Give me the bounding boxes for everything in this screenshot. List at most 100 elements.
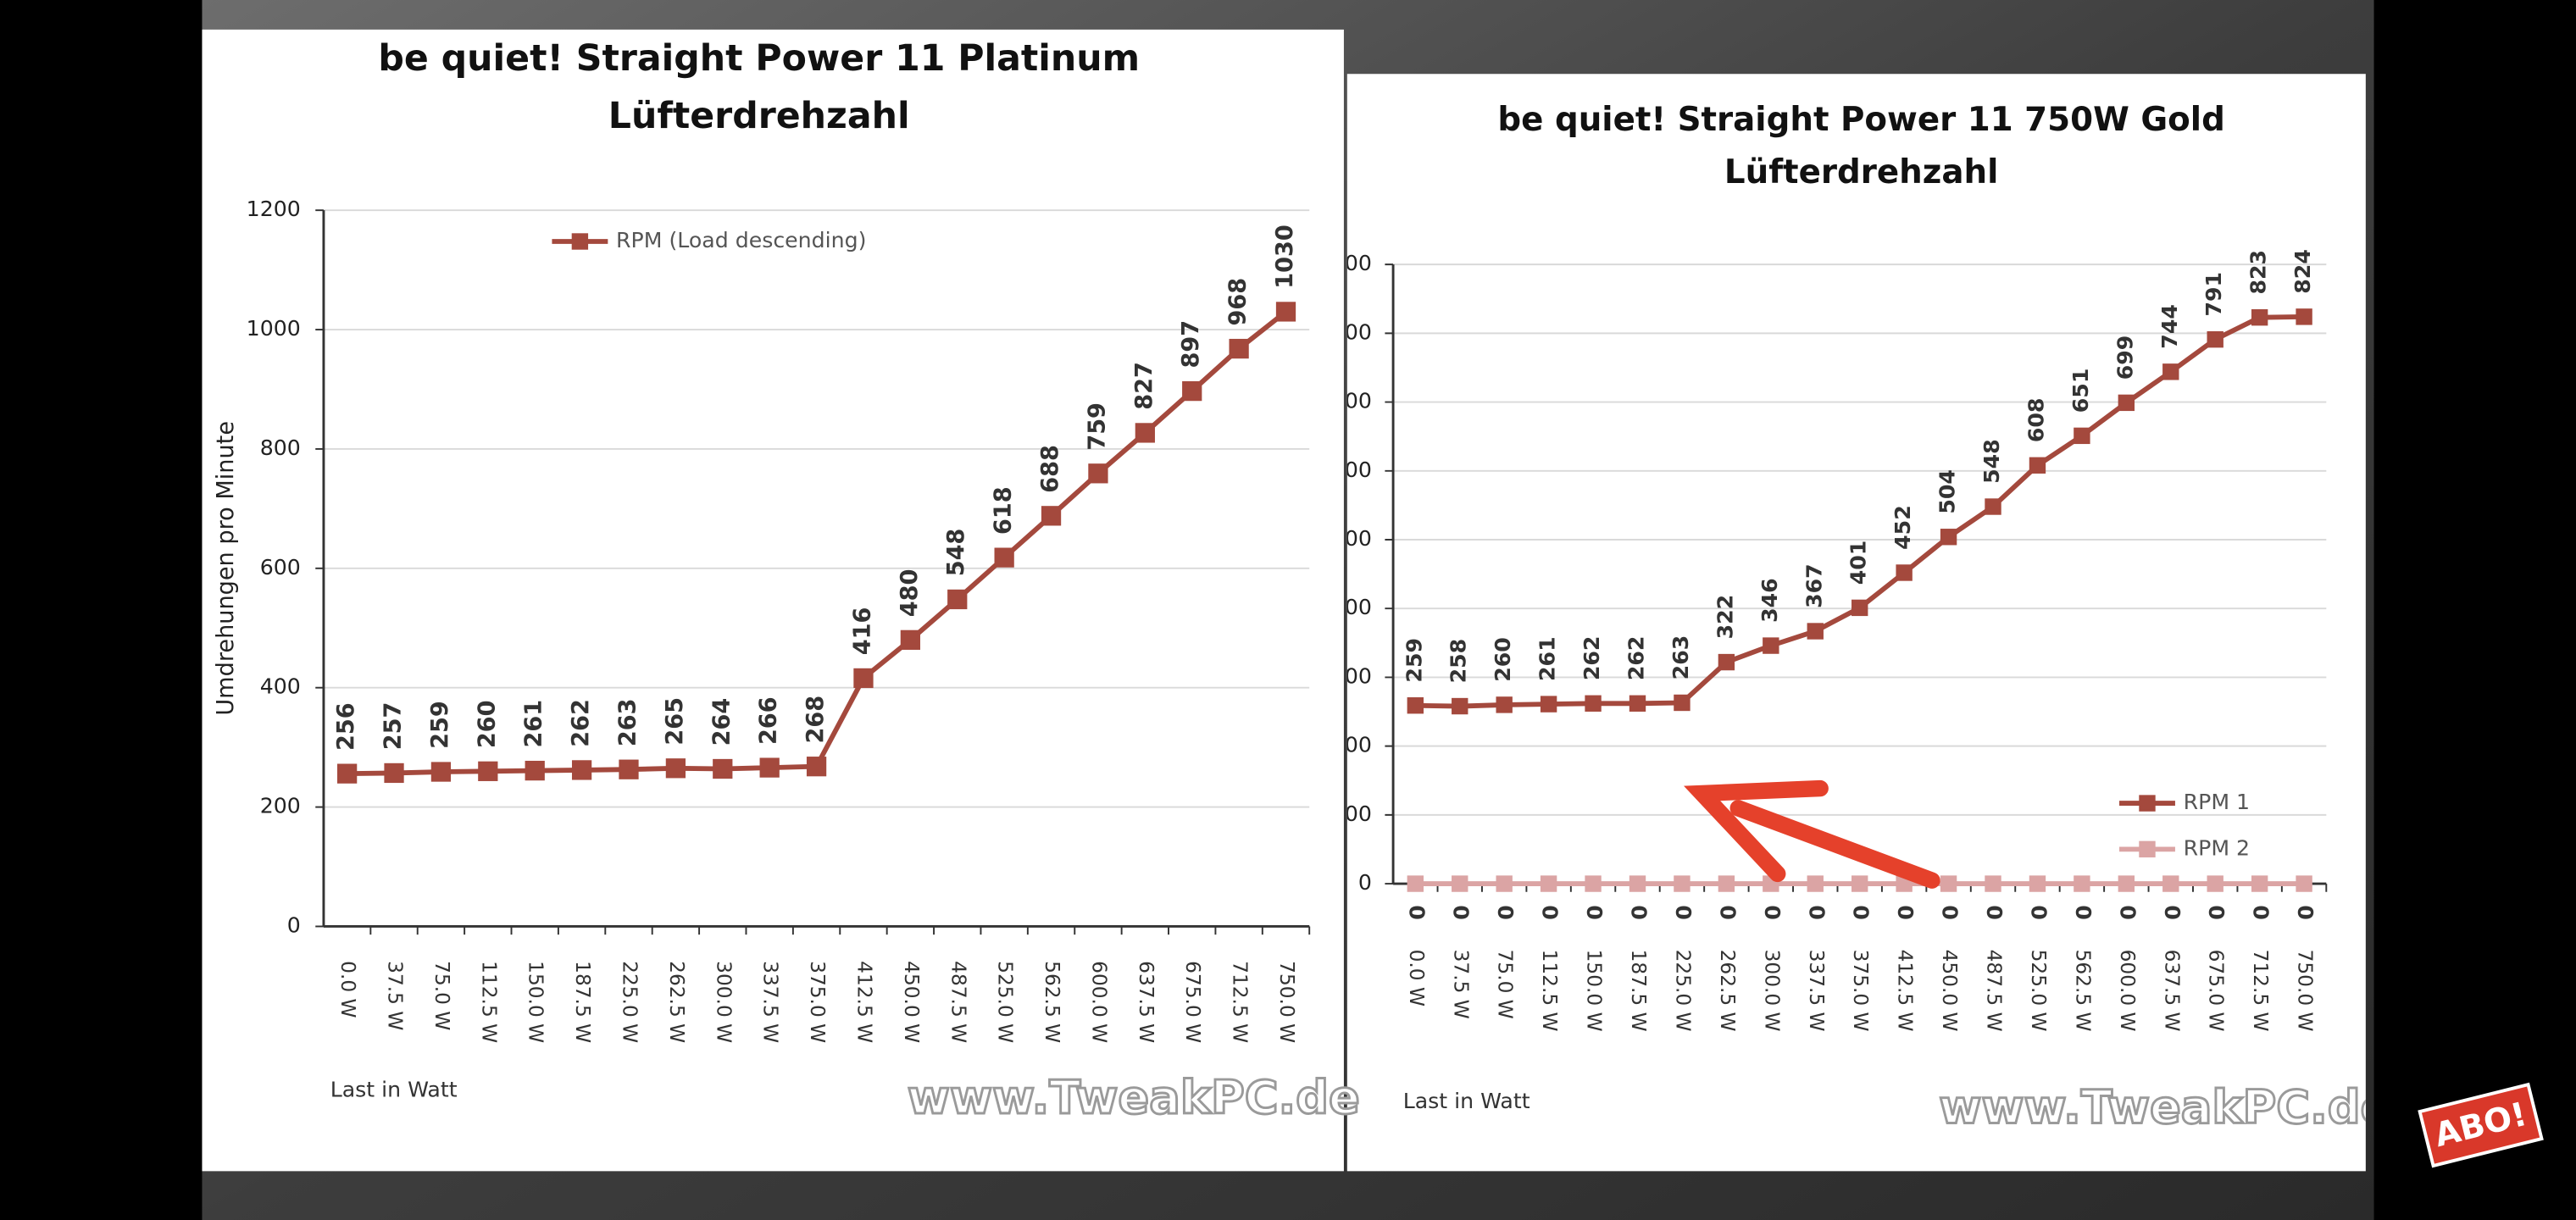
x-tick-label: 487.5 W: [1983, 950, 2006, 1032]
chart-panel: [202, 29, 1344, 1172]
data-label: 0: [2249, 905, 2273, 920]
x-tick-label: 150.0 W: [1583, 950, 1606, 1032]
data-point: [806, 757, 827, 777]
data-point: [1985, 498, 2001, 515]
data-point: [1940, 875, 1957, 892]
y-tick-label: 0: [287, 912, 301, 937]
legend-label: RPM 2: [2184, 835, 2250, 860]
y-tick-label: 0: [1358, 870, 1372, 895]
x-tick-label: 225.0 W: [618, 961, 641, 1043]
x-tick-label: 337.5 W: [1805, 950, 1828, 1032]
x-tick-label: 637.5 W: [1135, 961, 1158, 1043]
chart: be quiet! Straight Power 11 750W Gold Lüf…: [1331, 101, 2366, 1135]
data-point: [337, 763, 358, 784]
data-label: 259: [1402, 638, 1426, 683]
data-point: [1807, 623, 1824, 640]
data-label: 0: [1849, 905, 1874, 920]
x-tick-label: 525.0 W: [994, 961, 1017, 1043]
x-tick-label: 0.0 W: [336, 961, 359, 1018]
data-point: [2296, 308, 2312, 325]
x-tick-label: 112.5 W: [477, 961, 500, 1043]
x-tick-label: 300.0 W: [1760, 950, 1783, 1032]
data-point: [1182, 380, 1202, 402]
data-label: 256: [333, 702, 359, 751]
data-label: 1030: [1272, 225, 1298, 289]
data-label: 744: [2157, 304, 2182, 349]
x-tick-label: 750.0 W: [2294, 950, 2317, 1032]
x-tick-label: 337.5 W: [759, 961, 782, 1043]
x-tick-label: 562.5 W: [2071, 950, 2094, 1032]
data-point: [619, 759, 639, 779]
y-tick-label: 700: [1331, 389, 1372, 413]
data-point: [1496, 875, 1513, 892]
data-label: 968: [1225, 278, 1252, 326]
legend-marker: [2139, 795, 2156, 812]
data-point: [1407, 875, 1424, 892]
y-tick-label: 200: [1331, 733, 1372, 757]
data-label: 548: [943, 529, 969, 577]
data-label: 401: [1846, 541, 1871, 585]
data-point: [525, 760, 545, 781]
data-point: [571, 760, 592, 780]
chart: be quiet! Straight Power 11 Platinum Lüft…: [213, 37, 1361, 1125]
data-label: 266: [756, 696, 782, 745]
data-label: 0: [1893, 905, 1918, 920]
data-label: 263: [614, 698, 641, 746]
data-point: [713, 758, 733, 779]
x-tick-label: 450.0 W: [1938, 950, 1961, 1032]
data-point: [2162, 363, 2179, 380]
chart-subtitle: Lüfterdrehzahl: [1724, 153, 1998, 191]
data-point: [994, 547, 1014, 568]
data-point: [2118, 875, 2135, 892]
data-label: 0: [1938, 905, 1963, 920]
data-label: 0: [1804, 905, 1829, 920]
data-point: [1585, 875, 1602, 892]
chart-subtitle: Lüfterdrehzahl: [608, 95, 910, 137]
y-tick-label: 200: [260, 794, 301, 818]
y-tick-label: 600: [1331, 458, 1372, 482]
y-tick-label: 400: [1331, 595, 1372, 619]
y-tick-label: 500: [1331, 526, 1372, 551]
x-tick-label: 637.5 W: [2160, 950, 2183, 1032]
y-tick-label: 800: [260, 435, 301, 460]
data-label: 0: [2026, 905, 2051, 920]
watermark: www.TweakPC.de: [908, 1071, 1360, 1124]
data-point: [2029, 457, 2046, 474]
data-point: [2207, 875, 2223, 892]
x-axis-title: Last in Watt: [1403, 1089, 1530, 1113]
data-label: 759: [1084, 402, 1110, 451]
data-label: 0: [1538, 905, 1563, 920]
data-label: 262: [1624, 636, 1649, 681]
data-label: 0: [1760, 905, 1785, 920]
data-label: 0: [1404, 905, 1429, 920]
data-label: 367: [1802, 563, 1826, 608]
data-label: 452: [1890, 505, 1915, 550]
chart-panel: [1346, 74, 2366, 1172]
x-tick-label: 675.0 W: [2205, 950, 2228, 1032]
data-label: 322: [1713, 595, 1737, 640]
data-point: [478, 761, 498, 781]
x-tick-label: 375.0 W: [1849, 950, 1872, 1032]
data-point: [1041, 506, 1062, 526]
subscribe-badge[interactable]: ABO!: [2418, 1082, 2544, 1168]
data-label: 651: [2068, 369, 2093, 413]
chart-title: be quiet! Straight Power 11 Platinum: [378, 37, 1140, 80]
data-point: [1088, 463, 1108, 484]
data-label: 416: [849, 607, 875, 656]
data-label: 261: [521, 700, 547, 748]
chart-title: be quiet! Straight Power 11 750W Gold: [1497, 101, 2224, 139]
badge-box: [2418, 1082, 2544, 1168]
data-point: [2251, 875, 2268, 892]
y-tick-label: 600: [260, 555, 301, 580]
data-point: [1629, 695, 1646, 712]
data-label: 824: [2290, 249, 2315, 294]
legend-marker: [2139, 840, 2156, 858]
arrow-head: [1684, 779, 1829, 883]
x-tick-label: 262.5 W: [1716, 950, 1739, 1032]
data-point: [759, 757, 780, 778]
data-point: [1674, 694, 1690, 712]
x-tick-label: 187.5 W: [571, 961, 594, 1043]
x-tick-label: 300.0 W: [712, 961, 735, 1043]
x-axis-title: Last in Watt: [330, 1077, 458, 1101]
y-tick-label: 1000: [247, 316, 301, 341]
